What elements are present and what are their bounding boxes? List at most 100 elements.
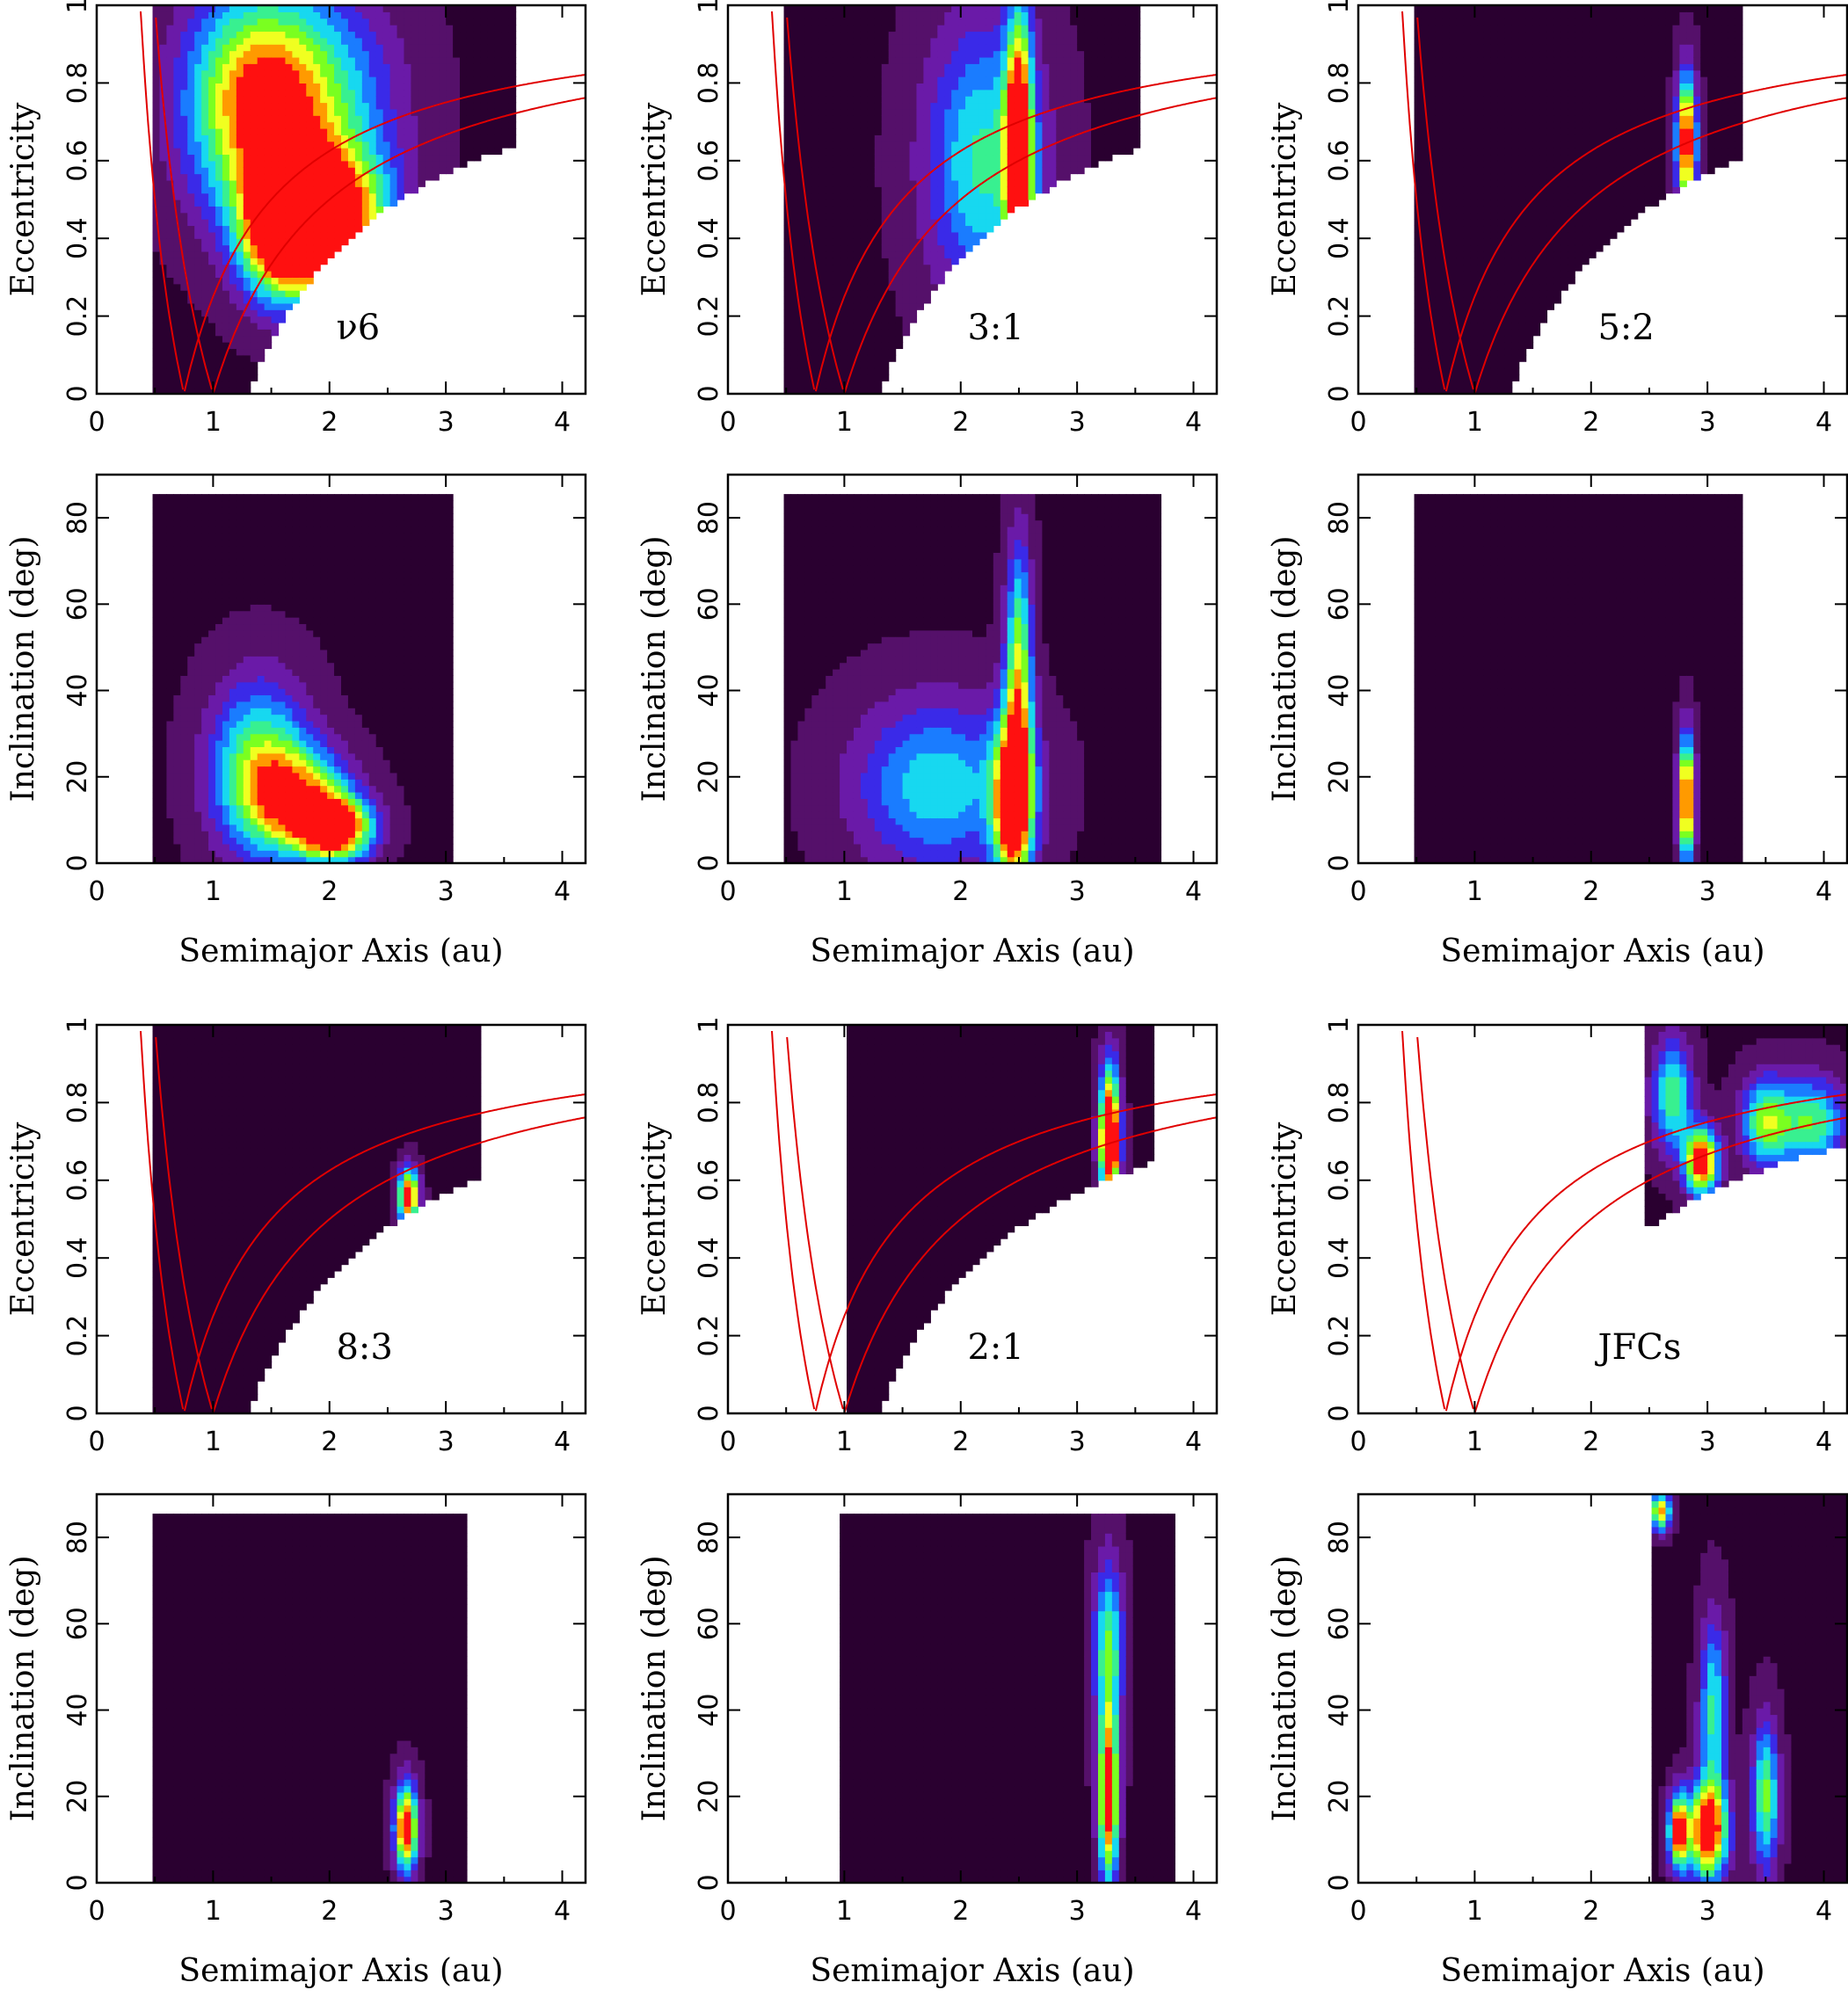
x-tick-label: 1 xyxy=(836,876,853,907)
curve-1 xyxy=(814,73,1217,392)
plot-frame xyxy=(1357,4,1848,396)
density-field xyxy=(152,1514,468,1883)
y-axis-label: Inclination (deg) xyxy=(5,1555,41,1821)
y-tick-label: 20 xyxy=(62,1780,93,1813)
y-axis-label: Inclination (deg) xyxy=(1267,535,1303,802)
y-axis-label: Inclination (deg) xyxy=(5,535,41,802)
panel-r83-ae: 0 1 2 3 4 0 0.2 0.4 0.6 0.8 1 Eccentricity 8:3 xyxy=(5,1016,587,1457)
x-tick-label: 1 xyxy=(205,407,222,438)
x-tick-label: 2 xyxy=(321,1427,338,1457)
x-tick-label: 3 xyxy=(438,1427,455,1457)
x-tick-label: 4 xyxy=(1185,1896,1202,1927)
panel-label: 3:1 xyxy=(967,308,1023,348)
density-field xyxy=(1401,5,1847,394)
curve-4 xyxy=(786,17,844,390)
x-tick-label: 2 xyxy=(321,876,338,907)
y-tick-label: 20 xyxy=(694,760,724,794)
y-axis-label: Eccentricity xyxy=(5,1122,41,1316)
x-tick-label: 0 xyxy=(88,876,105,907)
x-axis-label: Semimajor Axis (au) xyxy=(810,933,1134,969)
x-tick-label: 4 xyxy=(554,407,571,438)
x-tick-label: 2 xyxy=(1582,876,1599,907)
x-tick-label: 4 xyxy=(1815,407,1832,438)
y-tick-label: 20 xyxy=(1324,1780,1355,1813)
curve-2 xyxy=(843,1116,1217,1413)
y-tick-label: 0 xyxy=(694,854,724,871)
x-tick-label: 1 xyxy=(836,407,853,438)
curve-2 xyxy=(1473,97,1847,394)
x-axis-label: Semimajor Axis (au) xyxy=(1440,1953,1764,1989)
x-tick-label: 2 xyxy=(952,407,969,438)
x-tick-label: 3 xyxy=(438,1896,455,1927)
curve-1 xyxy=(814,1093,1217,1412)
y-tick-label: 60 xyxy=(694,587,724,621)
plot-frame xyxy=(95,1492,587,1884)
x-tick-label: 4 xyxy=(1185,1427,1202,1457)
y-tick-label: 60 xyxy=(1324,587,1355,621)
y-tick-label: 0.4 xyxy=(694,1237,724,1279)
y-tick-label: 20 xyxy=(694,1780,724,1813)
y-tick-label: 0.6 xyxy=(1324,1159,1355,1202)
plot-frame xyxy=(1357,1492,1848,1884)
x-tick-label: 0 xyxy=(719,876,736,907)
y-tick-label: 60 xyxy=(62,587,93,621)
y-axis-label: Inclination (deg) xyxy=(637,1555,673,1821)
y-tick-label: 0.8 xyxy=(62,1082,93,1124)
y-tick-label: 0.6 xyxy=(1324,140,1355,182)
x-tick-label: 3 xyxy=(1699,407,1716,438)
x-tick-label: 1 xyxy=(205,1896,222,1927)
y-tick-label: 0.8 xyxy=(694,62,724,105)
y-tick-label: 0.8 xyxy=(1324,1082,1355,1124)
plot-frame xyxy=(726,1492,1219,1884)
y-tick-label: 0 xyxy=(62,385,93,402)
curve-1 xyxy=(1444,73,1847,392)
y-tick-label: 40 xyxy=(1324,1693,1355,1726)
x-tick-label: 0 xyxy=(88,1896,105,1927)
x-tick-label: 2 xyxy=(1582,407,1599,438)
y-tick-label: 0.4 xyxy=(62,217,93,259)
y-tick-label: 1 xyxy=(62,0,93,14)
x-tick-label: 4 xyxy=(554,1427,571,1457)
curve-2 xyxy=(212,97,586,394)
density-field xyxy=(1414,494,1743,863)
x-tick-label: 0 xyxy=(1350,1896,1366,1927)
curve-4 xyxy=(155,17,213,390)
density-field xyxy=(783,494,1162,863)
panel-label: 2:1 xyxy=(967,1327,1023,1368)
curve-3 xyxy=(1401,1030,1446,1410)
x-tick-label: 4 xyxy=(1815,1427,1832,1457)
y-tick-label: 20 xyxy=(1324,760,1355,794)
x-tick-label: 3 xyxy=(1069,1427,1086,1457)
curve-3 xyxy=(140,11,185,390)
y-tick-label: 0.2 xyxy=(62,1315,93,1357)
density-field xyxy=(140,1025,586,1413)
x-tick-label: 3 xyxy=(1069,407,1086,438)
x-tick-label: 0 xyxy=(1350,407,1366,438)
x-tick-label: 1 xyxy=(1466,1427,1483,1457)
x-tick-label: 0 xyxy=(719,1896,736,1927)
y-tick-label: 0.6 xyxy=(62,140,93,182)
panel-label: 8:3 xyxy=(336,1327,392,1368)
y-tick-label: 0 xyxy=(694,1874,724,1891)
y-tick-label: 60 xyxy=(1324,1607,1355,1640)
x-tick-label: 4 xyxy=(1815,1896,1832,1927)
y-tick-label: 0 xyxy=(694,1405,724,1421)
x-tick-label: 0 xyxy=(719,407,736,438)
x-tick-label: 3 xyxy=(438,407,455,438)
x-tick-label: 0 xyxy=(1350,1427,1366,1457)
plot-frame xyxy=(95,4,587,396)
y-tick-label: 1 xyxy=(694,1016,724,1033)
panel-nu6-ae: 0 1 2 3 4 0 0.2 0.4 0.6 0.8 1 Eccentricity ν6 xyxy=(5,0,587,438)
x-tick-label: 1 xyxy=(836,1896,853,1927)
curve-1 xyxy=(183,1093,586,1412)
x-tick-label: 3 xyxy=(1699,876,1716,907)
y-tick-label: 1 xyxy=(1324,1016,1355,1033)
density-field xyxy=(771,1025,1217,1413)
panel-r21-ae: 0 1 2 3 4 0 0.2 0.4 0.6 0.8 1 Eccentricity 2:1 xyxy=(637,1016,1219,1457)
density-field xyxy=(1401,1025,1847,1413)
